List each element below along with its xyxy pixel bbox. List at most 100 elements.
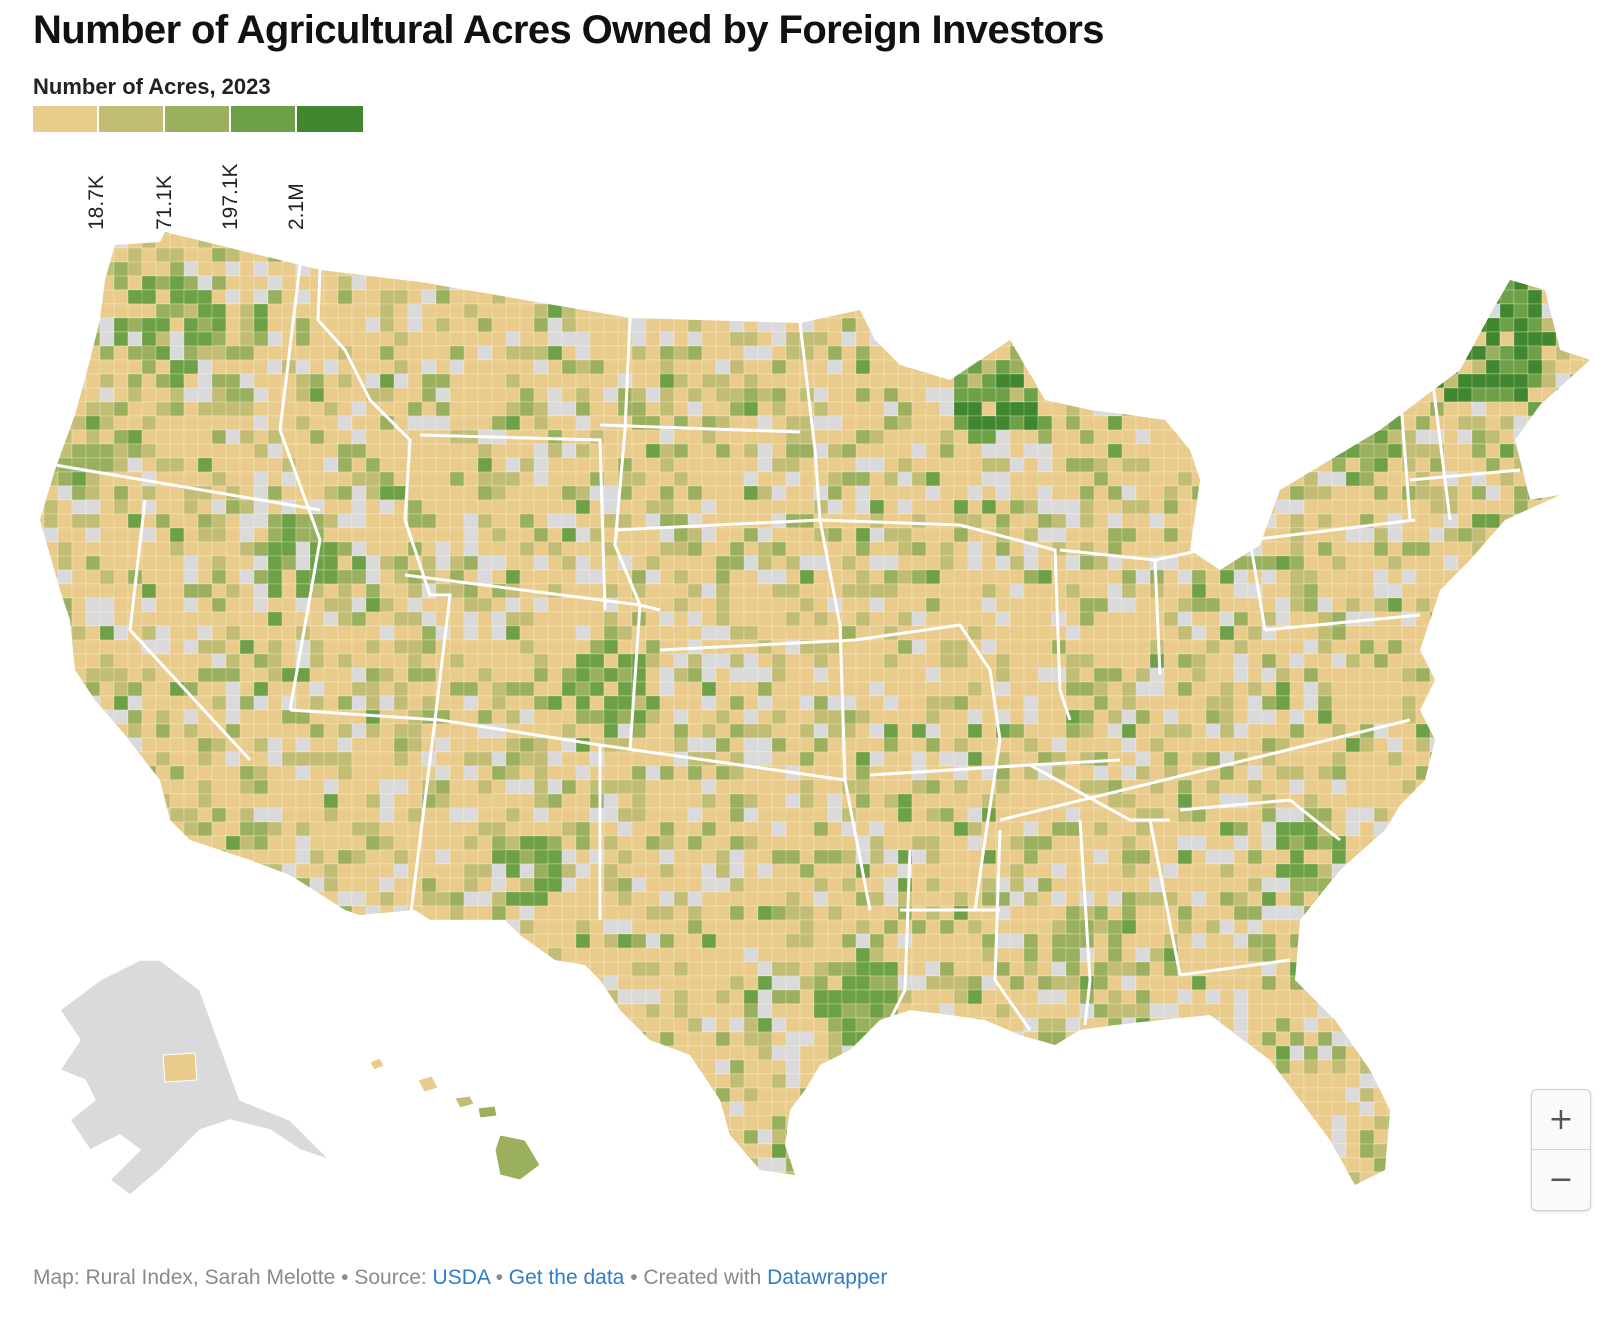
county-cell[interactable] xyxy=(617,247,633,263)
county-cell[interactable] xyxy=(1598,710,1612,724)
county-cell[interactable] xyxy=(1583,723,1598,739)
county-cell[interactable] xyxy=(1247,695,1263,711)
county-cell[interactable] xyxy=(1289,611,1305,627)
county-cell[interactable] xyxy=(1429,807,1459,823)
county-cell[interactable] xyxy=(1205,723,1221,739)
county-cell[interactable] xyxy=(281,527,297,543)
county-cell[interactable] xyxy=(1121,457,1137,473)
county-cell[interactable] xyxy=(1499,513,1515,529)
county-cell[interactable] xyxy=(799,793,815,809)
county-cell[interactable] xyxy=(281,765,297,781)
county-cell[interactable] xyxy=(1107,485,1123,501)
county-cell[interactable] xyxy=(645,220,661,235)
county-cell[interactable] xyxy=(883,220,913,235)
county-cell[interactable] xyxy=(253,513,269,529)
county-cell[interactable] xyxy=(1373,821,1389,837)
county-cell[interactable] xyxy=(715,709,731,725)
county-cell[interactable] xyxy=(337,541,353,557)
county-cell[interactable] xyxy=(379,331,395,347)
county-cell[interactable] xyxy=(589,275,605,291)
county-cell[interactable] xyxy=(645,289,661,305)
county-cell[interactable] xyxy=(141,807,157,823)
county-cell[interactable] xyxy=(43,681,73,697)
county-cell[interactable] xyxy=(1261,639,1277,655)
county-cell[interactable] xyxy=(253,723,269,739)
county-cell[interactable] xyxy=(1485,541,1501,557)
county-cell[interactable] xyxy=(827,709,843,725)
county-cell[interactable] xyxy=(1275,401,1305,417)
county-cell[interactable] xyxy=(953,723,969,739)
county-cell[interactable] xyxy=(1303,541,1319,557)
county-cell[interactable] xyxy=(1499,345,1515,361)
county-cell[interactable] xyxy=(911,499,927,515)
county-cell[interactable] xyxy=(771,569,787,585)
county-cell[interactable] xyxy=(1373,751,1389,767)
county-cell[interactable] xyxy=(757,401,773,417)
county-cell[interactable] xyxy=(239,401,255,417)
county-cell[interactable] xyxy=(771,303,801,319)
county-cell[interactable] xyxy=(1569,345,1585,361)
county-cell[interactable] xyxy=(1135,317,1151,333)
county-cell[interactable] xyxy=(477,807,493,823)
county-cell[interactable] xyxy=(323,359,339,375)
county-cell[interactable] xyxy=(1317,681,1333,697)
county-cell[interactable] xyxy=(1457,233,1473,249)
county-cell[interactable] xyxy=(1499,527,1529,543)
county-cell[interactable] xyxy=(1527,597,1557,613)
county-cell[interactable] xyxy=(701,681,717,697)
county-cell[interactable] xyxy=(799,499,815,515)
county-cell[interactable] xyxy=(813,233,829,249)
county-cell[interactable] xyxy=(1471,247,1501,263)
county-cell[interactable] xyxy=(435,541,451,557)
county-cell[interactable] xyxy=(365,779,381,795)
county-cell[interactable] xyxy=(1499,779,1515,795)
county-cell[interactable] xyxy=(477,653,493,669)
county-cell[interactable] xyxy=(575,765,591,781)
county-cell[interactable] xyxy=(925,289,941,305)
county-cell[interactable] xyxy=(1598,472,1612,486)
county-cell[interactable] xyxy=(393,247,423,263)
county-cell[interactable] xyxy=(57,569,73,585)
county-cell[interactable] xyxy=(673,541,689,557)
county-cell[interactable] xyxy=(1051,485,1067,501)
county-cell[interactable] xyxy=(1541,527,1557,543)
county-cell[interactable] xyxy=(225,275,241,291)
county-cell[interactable] xyxy=(645,681,661,697)
county-cell[interactable] xyxy=(365,541,381,557)
county-cell[interactable] xyxy=(267,233,297,249)
county-cell[interactable] xyxy=(1527,611,1543,627)
county-cell[interactable] xyxy=(1485,233,1501,249)
county-cell[interactable] xyxy=(71,751,101,767)
county-cell[interactable] xyxy=(897,247,927,263)
county-cell[interactable] xyxy=(337,779,353,795)
county-cell[interactable] xyxy=(477,317,493,333)
county-cell[interactable] xyxy=(365,345,381,361)
county-cell[interactable] xyxy=(1345,527,1361,543)
county-cell[interactable] xyxy=(323,681,339,697)
county-cell[interactable] xyxy=(1247,415,1263,431)
county-cell[interactable] xyxy=(589,807,605,823)
county-cell[interactable] xyxy=(449,499,465,515)
county-cell[interactable] xyxy=(1401,597,1417,613)
county-cell[interactable] xyxy=(30,331,59,347)
county-cell[interactable] xyxy=(1177,317,1193,333)
county-cell[interactable] xyxy=(855,639,871,655)
county-cell[interactable] xyxy=(827,303,843,319)
county-cell[interactable] xyxy=(1163,597,1179,613)
county-cell[interactable] xyxy=(897,695,913,711)
county-cell[interactable] xyxy=(827,751,843,767)
county-cell[interactable] xyxy=(967,233,983,249)
county-cell[interactable] xyxy=(1163,541,1179,557)
county-cell[interactable] xyxy=(1205,541,1221,557)
county-cell[interactable] xyxy=(43,331,59,347)
county-cell[interactable] xyxy=(589,247,605,263)
county-cell[interactable] xyxy=(883,611,899,627)
county-cell[interactable] xyxy=(113,220,143,235)
county-cell[interactable] xyxy=(1598,528,1612,542)
county-cell[interactable] xyxy=(127,415,143,431)
county-cell[interactable] xyxy=(365,275,381,291)
county-cell[interactable] xyxy=(1583,639,1612,655)
county-cell[interactable] xyxy=(1541,401,1571,417)
county-cell[interactable] xyxy=(1023,303,1053,319)
county-cell[interactable] xyxy=(729,247,759,263)
